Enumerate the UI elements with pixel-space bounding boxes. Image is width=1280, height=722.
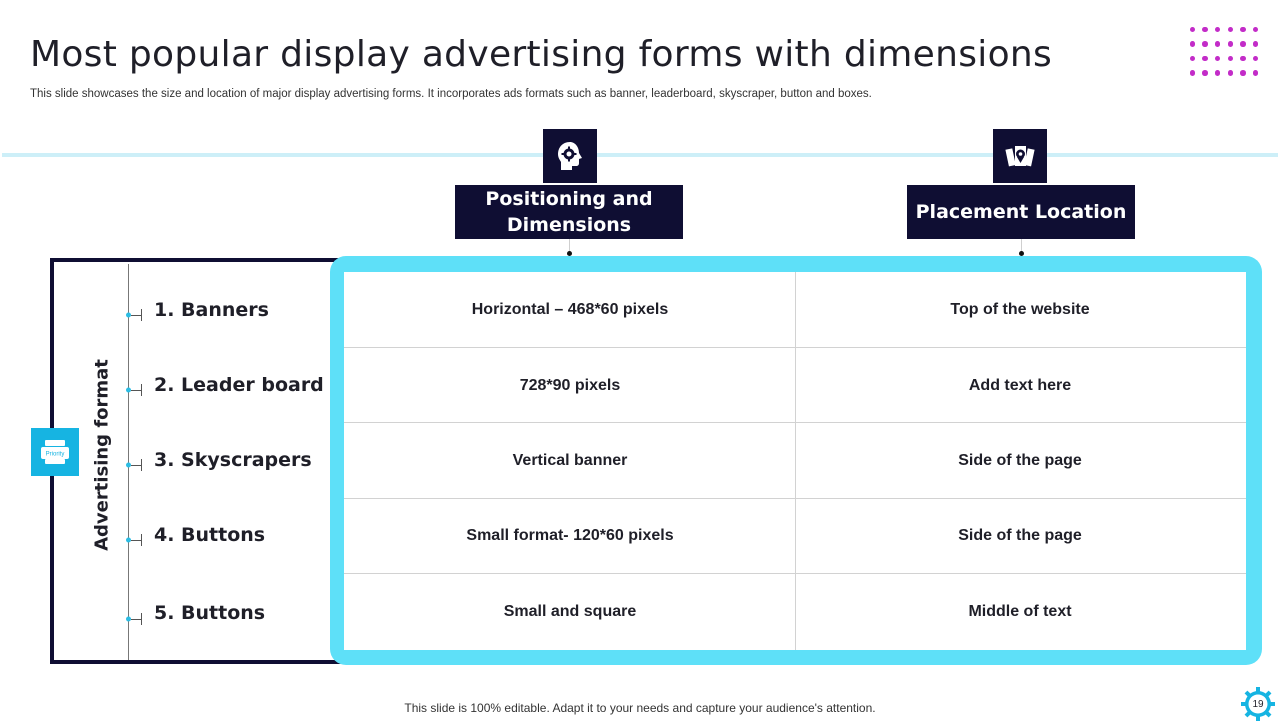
priority-icon-text: Priority: [46, 452, 65, 458]
slide-subtitle: This slide showcases the size and locati…: [30, 88, 872, 100]
row-tick-dot: [126, 312, 131, 318]
row-tick-line: [141, 309, 142, 321]
row-tick-line: [131, 315, 142, 316]
slide-title: Most popular display advertising forms w…: [30, 34, 1053, 75]
cell-dimension: Small and square: [503, 603, 637, 620]
map-pin-icon: [993, 129, 1047, 183]
table-column-divider: [795, 272, 796, 650]
cell-location: Side of the page: [958, 452, 1082, 469]
row-tick-line: [131, 619, 142, 620]
cell-dimension: Vertical banner: [512, 452, 628, 469]
page-number: 19: [1252, 698, 1264, 710]
row-tick-line: [141, 613, 142, 625]
row-label-skyscrapers: 3. Skyscrapers: [154, 449, 312, 471]
row-label-buttons-square: 5. Buttons: [154, 602, 266, 624]
row-tick-dot: [126, 387, 131, 393]
cell-dimension: 728*90 pixels: [519, 377, 621, 394]
row-label-leader-board: 2. Leader board: [154, 374, 324, 396]
row-tick-line: [131, 390, 142, 391]
priority-icon: Priority: [31, 428, 79, 476]
row-tick-dot: [126, 537, 131, 543]
cell-dimension: Horizontal – 468*60 pixels: [471, 301, 669, 318]
row-label-banners: 1. Banners: [154, 299, 269, 321]
header-placement-location: Placement Location: [907, 185, 1135, 239]
header-connector-dot: [1019, 251, 1024, 256]
decorative-dot-grid: [1186, 22, 1262, 80]
format-axis-line: [128, 264, 129, 660]
row-tick-line: [141, 534, 142, 546]
cell-location: Add text here: [968, 377, 1072, 394]
row-tick-line: [131, 465, 142, 466]
header-connector: [1021, 239, 1022, 254]
row-tick-line: [131, 540, 142, 541]
header-divider-line: [2, 153, 1278, 157]
cell-location: Side of the page: [958, 527, 1082, 544]
header-positioning-dimensions: Positioning and Dimensions: [455, 185, 683, 239]
cell-location: Middle of text: [968, 603, 1072, 620]
axis-label-advertising-format: Advertising format: [91, 359, 113, 551]
cell-dimension: Small format- 120*60 pixels: [466, 527, 674, 544]
row-tick-dot: [126, 462, 131, 468]
header-connector-dot: [567, 251, 572, 256]
gear-badge-icon: [1240, 686, 1276, 722]
format-panel-frame: [50, 258, 350, 664]
row-tick-line: [141, 459, 142, 471]
footer-note: This slide is 100% editable. Adapt it to…: [404, 701, 876, 715]
gear-head-icon: [543, 129, 597, 183]
row-label-buttons: 4. Buttons: [154, 524, 266, 546]
row-tick-line: [141, 384, 142, 396]
cell-location: Top of the website: [950, 301, 1090, 318]
header-connector: [569, 239, 570, 254]
row-tick-dot: [126, 616, 131, 622]
